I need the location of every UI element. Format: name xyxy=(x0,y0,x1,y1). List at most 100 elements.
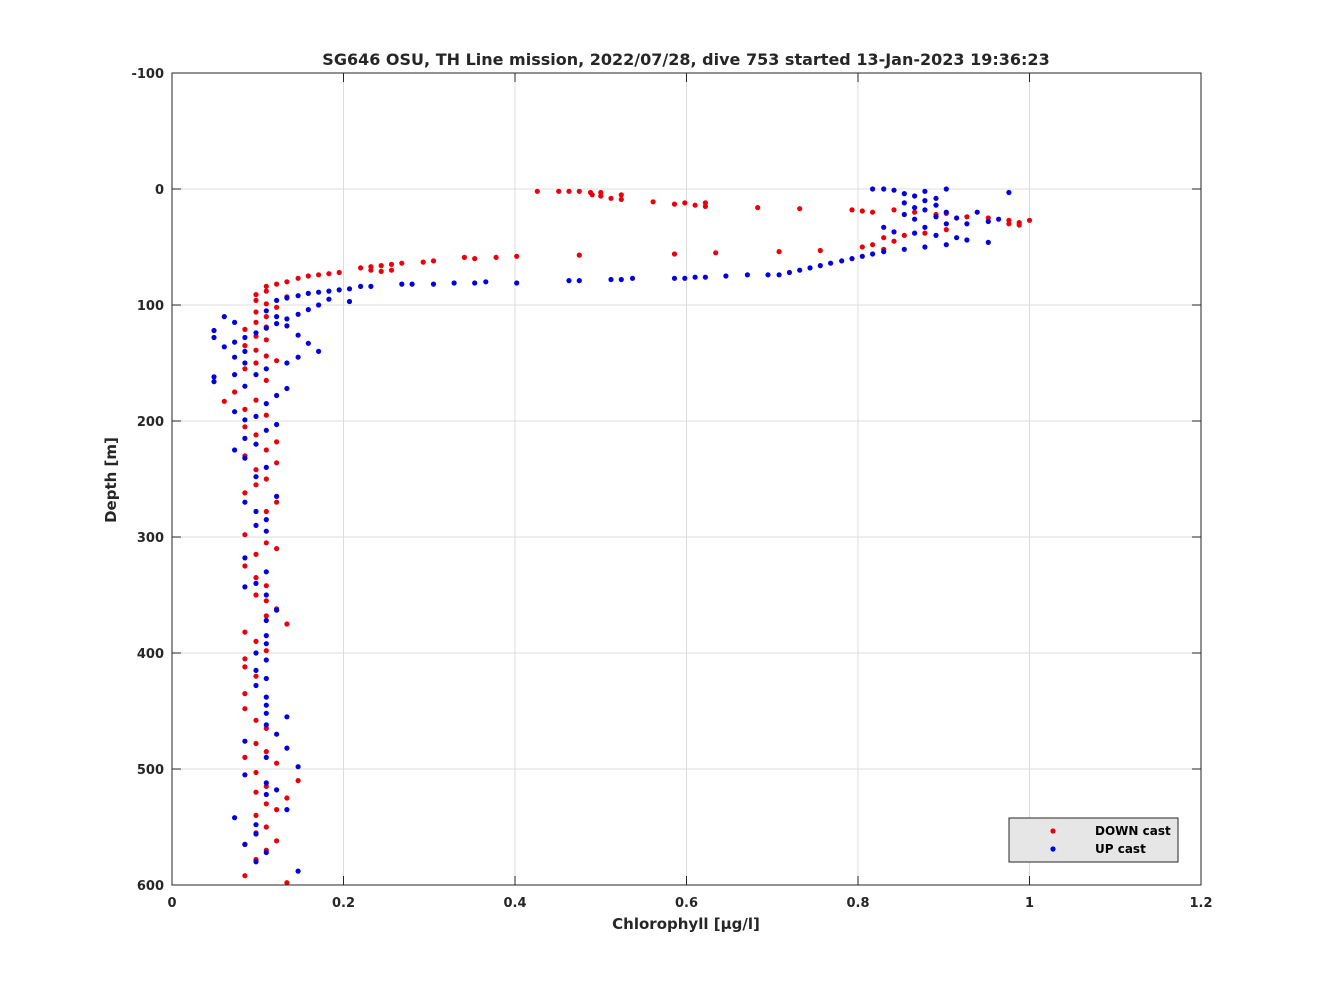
y-tick-label: 100 xyxy=(137,299,164,314)
data-point xyxy=(284,360,290,366)
y-tick-label: 200 xyxy=(137,415,164,430)
data-point xyxy=(232,409,238,415)
data-point xyxy=(284,714,290,720)
data-point xyxy=(839,258,845,264)
data-point xyxy=(901,246,907,252)
data-point xyxy=(891,187,897,193)
data-point xyxy=(242,584,248,590)
data-point xyxy=(242,691,248,697)
data-points xyxy=(211,186,1033,886)
data-point xyxy=(242,490,248,496)
data-point xyxy=(618,192,624,198)
data-point xyxy=(797,267,803,273)
data-point xyxy=(755,205,761,211)
data-point xyxy=(346,286,353,292)
y-axis-label: Depth [m] xyxy=(102,437,120,523)
data-point xyxy=(859,208,865,214)
data-point xyxy=(221,314,227,320)
series-up-cast xyxy=(211,186,1012,874)
data-point xyxy=(828,260,834,266)
data-point xyxy=(901,200,907,206)
data-point xyxy=(263,283,269,289)
data-point xyxy=(253,789,259,795)
data-point xyxy=(263,791,269,798)
data-point xyxy=(556,188,562,194)
data-point xyxy=(274,358,280,364)
data-point xyxy=(589,192,595,198)
x-tick-label: 1.2 xyxy=(1189,896,1212,911)
data-point xyxy=(232,339,238,345)
chart-title: SG646 OSU, TH Line mission, 2022/07/28, … xyxy=(322,50,1049,69)
data-point xyxy=(232,354,238,360)
data-point xyxy=(242,334,248,341)
data-point xyxy=(232,389,238,395)
data-point xyxy=(295,868,301,874)
data-point xyxy=(253,682,259,689)
data-point xyxy=(305,273,311,279)
data-point xyxy=(211,327,217,334)
data-point xyxy=(253,859,259,865)
data-point xyxy=(274,460,280,466)
data-point xyxy=(817,247,823,254)
data-point xyxy=(253,397,259,403)
data-point xyxy=(912,216,918,222)
data-point xyxy=(263,337,269,343)
data-point xyxy=(870,186,876,192)
data-point xyxy=(263,648,269,654)
legend: DOWN cast UP cast xyxy=(1008,817,1179,863)
data-point xyxy=(305,290,311,296)
data-point xyxy=(221,344,227,350)
legend-marker-down-cast xyxy=(1050,828,1056,834)
data-point xyxy=(253,769,259,776)
data-point xyxy=(263,517,269,523)
data-point xyxy=(263,476,269,482)
data-point xyxy=(576,252,582,258)
data-point xyxy=(263,447,269,453)
data-point xyxy=(263,675,269,682)
data-point xyxy=(922,207,928,213)
data-point xyxy=(242,326,248,332)
data-point xyxy=(901,232,907,238)
data-point xyxy=(274,499,280,505)
data-point xyxy=(576,278,582,284)
data-point xyxy=(723,273,729,279)
data-point xyxy=(881,235,887,241)
data-point xyxy=(576,188,582,194)
data-point xyxy=(305,340,311,346)
data-point xyxy=(346,298,353,305)
data-point xyxy=(274,281,280,287)
data-point xyxy=(1026,217,1033,223)
data-point xyxy=(671,201,678,207)
data-point xyxy=(566,278,572,284)
data-point xyxy=(608,276,614,283)
data-point xyxy=(263,598,269,604)
data-point xyxy=(514,253,520,259)
data-point xyxy=(881,224,887,230)
data-point xyxy=(274,838,280,844)
data-point xyxy=(954,235,960,241)
data-point xyxy=(295,275,301,281)
data-point xyxy=(263,377,269,383)
data-point xyxy=(253,551,259,558)
data-point xyxy=(922,244,928,250)
data-point xyxy=(797,206,803,212)
data-point xyxy=(974,209,980,215)
data-point xyxy=(933,202,939,208)
data-point xyxy=(263,657,269,663)
legend-marker-up-cast xyxy=(1050,846,1056,852)
grid xyxy=(172,73,1201,885)
data-point xyxy=(358,265,364,271)
data-point xyxy=(358,283,364,289)
data-point xyxy=(598,193,604,199)
data-point xyxy=(263,710,269,716)
x-tick-label: 1 xyxy=(1025,896,1034,911)
data-point xyxy=(964,214,970,220)
data-point xyxy=(912,193,918,199)
data-point xyxy=(1006,221,1012,227)
data-point xyxy=(253,467,259,473)
data-point xyxy=(682,200,688,206)
data-point xyxy=(1006,189,1012,196)
data-point xyxy=(253,831,259,837)
data-point xyxy=(922,224,928,230)
